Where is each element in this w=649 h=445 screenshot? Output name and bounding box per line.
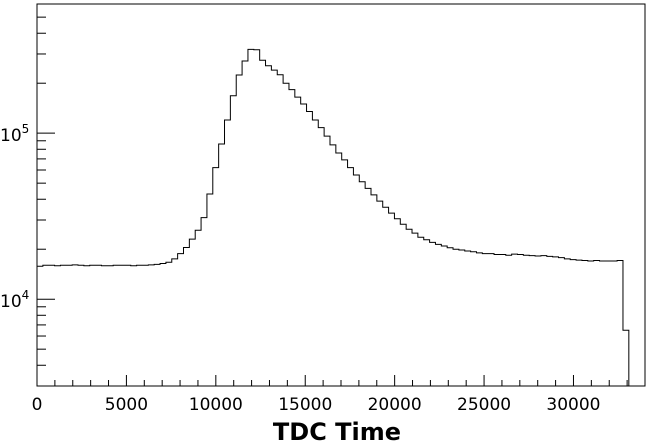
histogram-line xyxy=(37,48,635,387)
x-tick-label: 15000 xyxy=(278,395,332,415)
y-axis-ticks xyxy=(37,3,55,387)
y-axis-tick-labels: 104 105 xyxy=(0,122,29,312)
x-tick-label: 10000 xyxy=(189,395,243,415)
y-tick-label: 105 xyxy=(0,122,29,146)
x-tick-label: 0 xyxy=(32,395,43,415)
x-tick-label: 20000 xyxy=(368,395,422,415)
x-axis-tick-labels: 0 5000 10000 15000 20000 25000 30000 xyxy=(32,395,601,415)
x-tick-label: 5000 xyxy=(105,395,148,415)
plot-frame xyxy=(36,3,646,387)
x-tick-label: 30000 xyxy=(546,395,600,415)
x-axis-ticks xyxy=(36,375,646,386)
y-tick-label: 104 xyxy=(0,288,29,312)
x-axis-title: TDC Time xyxy=(273,418,401,445)
x-tick-label: 25000 xyxy=(457,395,511,415)
